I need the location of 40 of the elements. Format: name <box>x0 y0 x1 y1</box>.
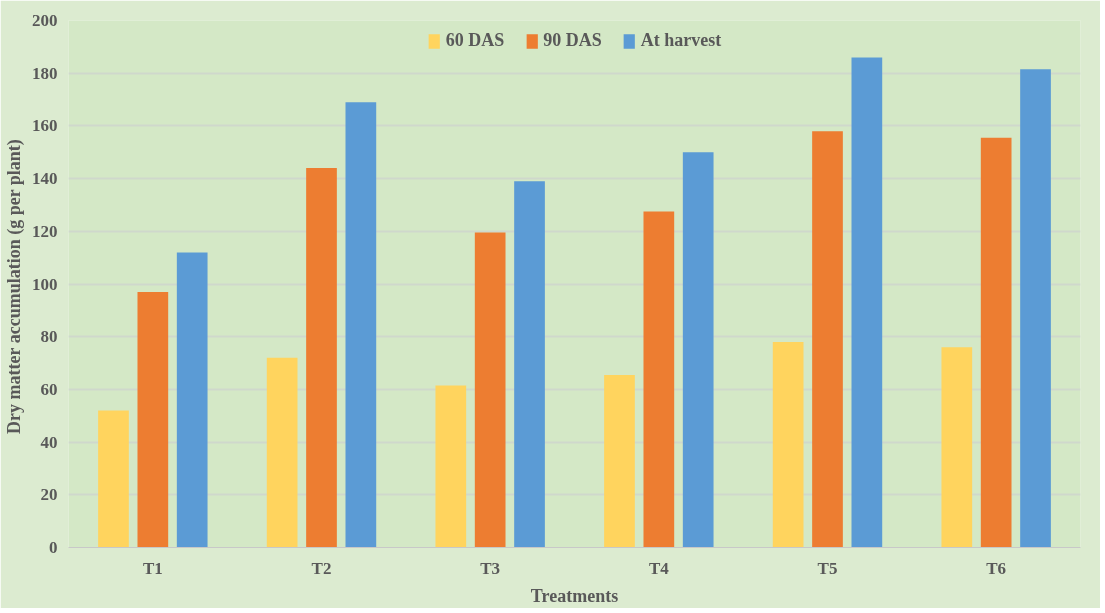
y-tick-label: 80 <box>40 327 58 347</box>
x-axis-title: Treatments <box>530 585 619 606</box>
y-tick-label: 140 <box>32 169 58 189</box>
bar <box>306 168 337 548</box>
bar <box>851 57 883 548</box>
x-tick-label: T1 <box>142 558 163 578</box>
bar <box>435 385 467 548</box>
bar <box>98 410 129 548</box>
x-tick-label: T3 <box>480 558 501 578</box>
bar <box>980 137 1012 548</box>
y-tick-label: 120 <box>32 221 58 241</box>
y-tick-label: 160 <box>32 116 58 136</box>
bar <box>345 102 377 548</box>
legend-label: 60 DAS <box>445 30 505 51</box>
bar <box>812 131 843 548</box>
y-tick-label: 200 <box>32 11 58 30</box>
y-tick-label: 20 <box>40 485 58 505</box>
bar <box>176 252 208 548</box>
bar <box>266 357 298 548</box>
bar <box>1020 69 1051 548</box>
bar <box>514 181 545 548</box>
y-axis-title: Dry matter accumulation (g per plant) <box>4 139 25 434</box>
y-tick-label: 100 <box>32 274 58 294</box>
y-tick-label: 60 <box>40 379 58 399</box>
y-tick-label: 40 <box>40 432 58 452</box>
y-tick-label: 180 <box>32 63 58 83</box>
bar <box>682 152 714 548</box>
bar <box>941 347 973 548</box>
bar <box>643 211 675 548</box>
y-tick-label: 0 <box>49 538 58 557</box>
x-tick-label: T2 <box>311 558 332 578</box>
bar <box>604 374 635 548</box>
legend-label: 90 DAS <box>543 30 602 51</box>
x-tick-label: T4 <box>648 558 670 578</box>
x-tick-label: T5 <box>817 558 838 578</box>
bar <box>474 232 506 548</box>
bar <box>772 341 804 548</box>
x-tick-label: T6 <box>986 558 1007 578</box>
legend-label: At harvest <box>640 30 722 51</box>
bar <box>137 291 169 548</box>
